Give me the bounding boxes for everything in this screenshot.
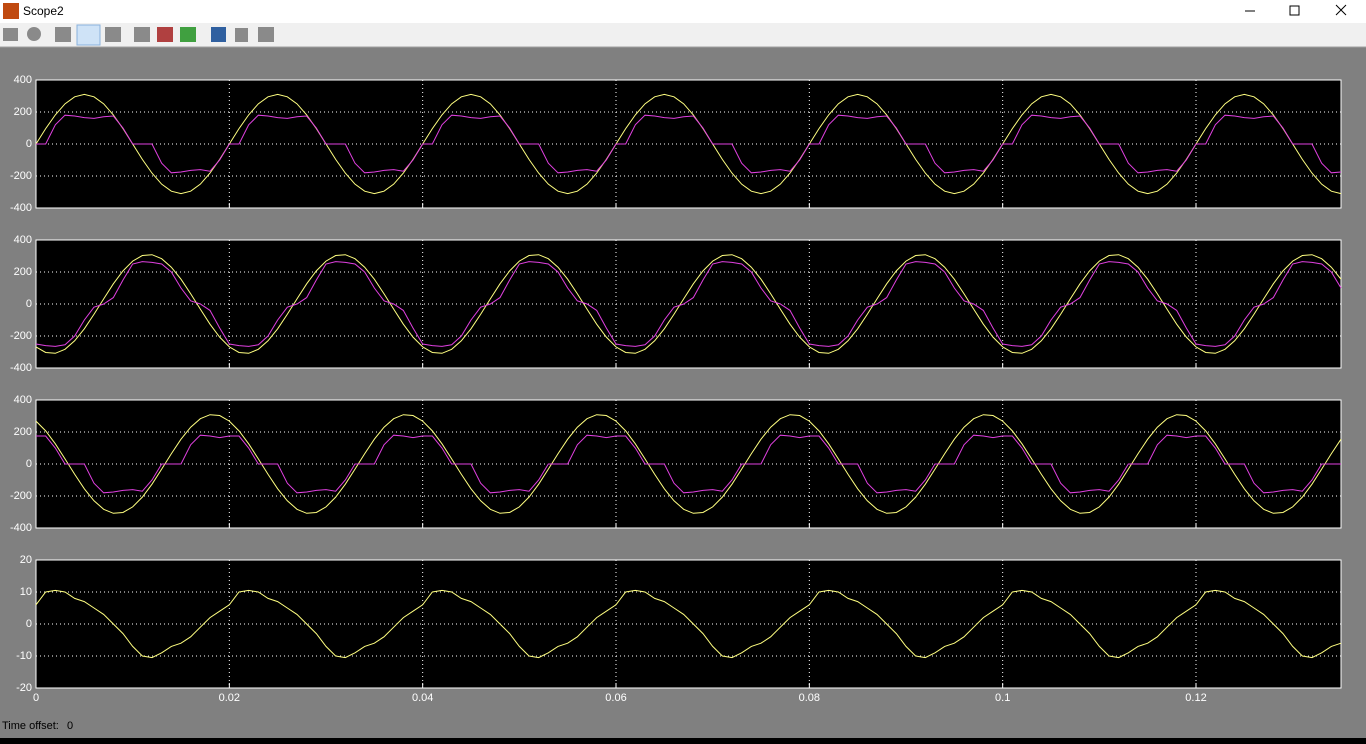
x-tick-label: 0.1 bbox=[995, 692, 1010, 704]
restore-axes-button[interactable] bbox=[180, 27, 196, 42]
x-tick-label: 0.04 bbox=[412, 692, 433, 704]
y-tick-label: -400 bbox=[10, 362, 32, 374]
series-line bbox=[35, 589, 1342, 659]
y-tick-label: 20 bbox=[20, 554, 32, 566]
parameters-button[interactable] bbox=[27, 27, 41, 41]
x-tick-label: 0.12 bbox=[1185, 692, 1206, 704]
toolbar-icons bbox=[3, 24, 274, 46]
y-tick-label: -400 bbox=[10, 202, 32, 214]
y-tick-label: -20 bbox=[16, 682, 32, 694]
x-tick-label: 0.06 bbox=[605, 692, 626, 704]
lock-button[interactable] bbox=[235, 28, 248, 42]
series-line bbox=[35, 254, 1342, 354]
y-tick-label: 0 bbox=[26, 298, 32, 310]
y-tick-label: 200 bbox=[14, 106, 32, 118]
y-tick-label: -200 bbox=[10, 490, 32, 502]
y-tick-label: -200 bbox=[10, 330, 32, 342]
y-tick-label: 400 bbox=[14, 394, 32, 406]
y-tick-label: 400 bbox=[14, 74, 32, 86]
taskbar-edge bbox=[0, 738, 1366, 744]
print-button[interactable] bbox=[3, 28, 18, 41]
toolbar bbox=[0, 23, 1366, 47]
series-line bbox=[36, 114, 1342, 174]
window-title: Scope2 bbox=[23, 4, 64, 18]
x-tick-label: 0.08 bbox=[799, 692, 820, 704]
y-tick-label: 0 bbox=[26, 618, 32, 630]
restore-button[interactable] bbox=[1289, 5, 1300, 16]
app-icon bbox=[3, 3, 19, 19]
autoscale-button[interactable] bbox=[134, 27, 150, 42]
zoom-x-button[interactable] bbox=[76, 24, 101, 46]
series-line bbox=[35, 414, 1342, 514]
zoom-button[interactable] bbox=[55, 27, 71, 42]
y-tick-label: 400 bbox=[14, 234, 32, 246]
x-tick-label: 0.02 bbox=[219, 692, 240, 704]
time-offset-value: 0 bbox=[67, 720, 73, 732]
title-bar bbox=[0, 0, 1366, 23]
floating-scope-button[interactable] bbox=[211, 27, 226, 42]
x-tick-label: 0 bbox=[33, 692, 39, 704]
y-tick-label: 0 bbox=[26, 458, 32, 470]
y-tick-label: -200 bbox=[10, 170, 32, 182]
y-tick-label: 10 bbox=[20, 586, 32, 598]
zoom-y-button[interactable] bbox=[105, 27, 121, 42]
y-tick-label: 200 bbox=[14, 426, 32, 438]
y-tick-label: -10 bbox=[16, 650, 32, 662]
series-line bbox=[36, 434, 1341, 494]
series-line bbox=[35, 93, 1342, 195]
series-line bbox=[35, 261, 1342, 347]
signal-selector-button[interactable] bbox=[258, 27, 274, 42]
y-tick-label: 0 bbox=[26, 138, 32, 150]
save-axes-button[interactable] bbox=[157, 27, 173, 42]
y-tick-label: 200 bbox=[14, 266, 32, 278]
time-offset-label: Time offset: bbox=[2, 720, 59, 732]
close-button[interactable] bbox=[1335, 4, 1347, 16]
y-tick-label: -400 bbox=[10, 522, 32, 534]
